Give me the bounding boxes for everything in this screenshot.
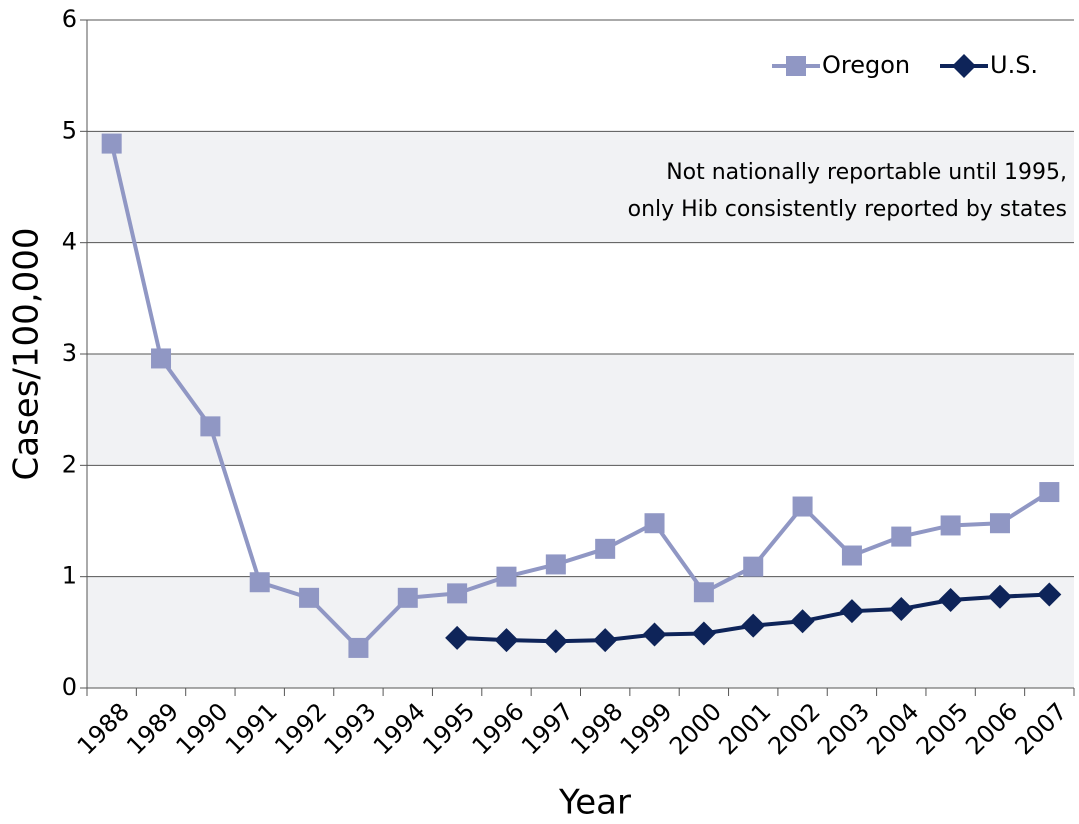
data-point xyxy=(151,348,172,369)
data-point xyxy=(249,572,270,593)
data-point xyxy=(891,526,912,547)
legend-marker xyxy=(952,54,976,78)
x-tick-label: 1993 xyxy=(319,697,382,760)
x-tick-label: 1990 xyxy=(171,697,234,760)
band-shade xyxy=(87,131,1074,243)
data-point xyxy=(299,587,320,608)
x-tick-label: 1997 xyxy=(516,697,579,760)
data-point xyxy=(348,637,369,658)
y-tick-label: 1 xyxy=(62,562,77,590)
legend-label: U.S. xyxy=(990,51,1038,79)
data-point xyxy=(940,515,961,536)
x-tick-label: 2000 xyxy=(664,697,727,760)
data-point xyxy=(494,628,519,653)
y-tick-label: 0 xyxy=(62,673,77,701)
data-point xyxy=(841,545,862,566)
x-tick-label: 1991 xyxy=(220,697,283,760)
x-tick-label: 2005 xyxy=(911,697,974,760)
data-point xyxy=(691,621,716,646)
legend-label: Oregon xyxy=(822,51,910,79)
x-axis-label: Year xyxy=(558,783,631,823)
data-point xyxy=(445,625,470,650)
annotation: Not nationally reportable until 1995, xyxy=(666,160,1067,185)
data-point xyxy=(496,566,517,587)
data-point xyxy=(938,588,963,613)
data-point xyxy=(543,629,568,654)
legend-marker xyxy=(786,56,806,76)
data-point xyxy=(101,133,122,154)
x-tick-label: 1994 xyxy=(368,697,431,760)
x-tick-label: 1989 xyxy=(121,697,184,760)
x-tick-label: 1995 xyxy=(417,697,480,760)
data-point xyxy=(593,628,618,653)
data-point xyxy=(1039,482,1060,503)
data-point xyxy=(839,599,864,624)
data-point xyxy=(447,583,468,604)
x-tick-label: 2004 xyxy=(861,697,924,760)
data-point xyxy=(741,613,766,638)
data-point xyxy=(397,587,418,608)
y-tick-label: 2 xyxy=(62,450,77,478)
x-tick-label: 2007 xyxy=(1010,697,1073,760)
y-tick-label: 3 xyxy=(62,339,77,367)
band-shade xyxy=(87,576,1074,688)
x-tick-label: 2006 xyxy=(960,697,1023,760)
x-tick-label: 1998 xyxy=(565,697,628,760)
y-tick-label: 4 xyxy=(62,228,77,256)
x-tick-label: 2002 xyxy=(763,697,826,760)
band-shade xyxy=(87,354,1074,466)
y-tick-label: 6 xyxy=(62,5,77,33)
y-tick-label: 5 xyxy=(62,116,77,144)
data-point xyxy=(642,622,667,647)
data-point xyxy=(200,416,221,437)
data-point xyxy=(743,556,764,577)
data-point xyxy=(545,554,566,575)
x-tick-label: 1992 xyxy=(269,697,332,760)
x-tick-label: 2003 xyxy=(812,697,875,760)
x-tick-label: 1996 xyxy=(467,697,530,760)
data-point xyxy=(595,538,616,559)
data-point xyxy=(790,609,815,634)
annotation: only Hib consistently reported by states xyxy=(628,197,1067,222)
y-axis-label: Cases/100,000 xyxy=(7,228,47,481)
data-point xyxy=(989,513,1010,534)
data-point xyxy=(644,513,665,534)
x-tick-label: 2001 xyxy=(713,697,776,760)
data-point xyxy=(889,596,914,621)
data-point xyxy=(693,582,714,603)
data-point xyxy=(792,496,813,517)
x-tick-label: 1999 xyxy=(615,697,678,760)
data-point xyxy=(987,584,1012,609)
x-tick-label: 1988 xyxy=(72,697,135,760)
data-point xyxy=(1037,582,1062,607)
